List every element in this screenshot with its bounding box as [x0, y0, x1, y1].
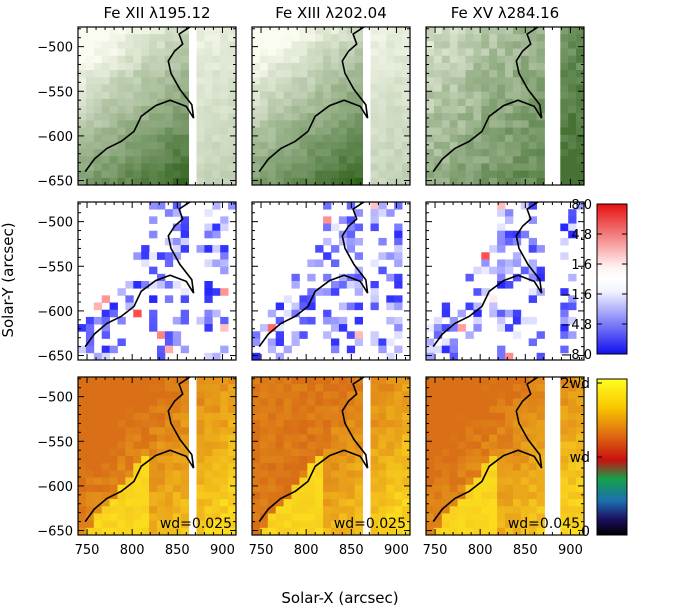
panel-image: [78, 27, 236, 185]
panel-title: Fe XII λ195.12: [103, 4, 210, 22]
colorbar-tick-label: 4.8: [571, 228, 592, 243]
panel-r3-c3: 750 800 850 900 wd=0.045: [423, 376, 585, 558]
x-tick-label: 800: [294, 543, 319, 558]
x-tick-label: 850: [339, 543, 364, 558]
ticks: [77, 27, 236, 185]
colorbar-gradient: [596, 203, 628, 355]
colorbar-tick-label: 8.0: [571, 198, 592, 213]
y-tick-label: −600: [37, 305, 73, 320]
y-tick-label: −500: [37, 391, 73, 406]
panel-title: Fe XV λ284.16: [451, 4, 559, 22]
wd-label: wd=0.025: [160, 516, 232, 532]
colorbar-tick-label: 0: [581, 524, 590, 540]
panel-frame: [251, 201, 411, 361]
x-tick-label: 800: [468, 543, 493, 558]
width-colorbar: 2wd wd 0: [561, 376, 628, 540]
panel-r2-c2: [251, 201, 411, 361]
contour-line: [84, 377, 195, 523]
contour-line: [84, 27, 195, 173]
colorbar-tick-label: −4.8: [560, 318, 592, 333]
panel-image: [252, 27, 410, 185]
y-tick-label: −600: [37, 480, 73, 495]
x-axis-label: Solar-X (arcsec): [281, 589, 398, 607]
colorbar-tick-label: −1.6: [560, 288, 592, 303]
y-tick-label: −650: [37, 350, 73, 365]
contour-line: [432, 27, 543, 173]
ticks: [425, 377, 584, 535]
x-tick-label: 750: [75, 543, 100, 558]
y-tick-label: −650: [37, 175, 73, 190]
colorbar-tick-label: wd: [570, 450, 590, 466]
contour-line: [84, 202, 195, 348]
x-tick-label: 900: [384, 543, 409, 558]
panel-frame: [77, 376, 237, 536]
panel-r1-c3: Fe XV λ284.16: [425, 4, 585, 186]
panel-image: [78, 377, 236, 535]
panel-r1-c2: Fe XIII λ202.04: [251, 4, 411, 186]
ticks: [251, 202, 410, 360]
panel-r3-c2: 750 800 850 900 wd=0.025: [249, 376, 411, 558]
panel-frame: [425, 376, 585, 536]
panel-frame: [77, 26, 237, 186]
y-tick-label: −600: [37, 130, 73, 145]
panel-r1-c1: −500 −550 −600 −650 Fe XII λ195.12: [37, 4, 237, 190]
y-tick-label: −550: [37, 260, 73, 275]
contour-line: [258, 377, 369, 523]
panel-image: [426, 202, 584, 360]
x-tick-label: 750: [249, 543, 274, 558]
contour-line: [258, 27, 369, 173]
velocity-colorbar: 8.0 4.8 1.6 −1.6 −4.8 −8.0: [560, 198, 628, 363]
panel-image: [252, 377, 410, 535]
ticks: [251, 27, 410, 185]
panel-frame: [251, 26, 411, 186]
panel-r2-c1: −500 −550 −600 −650: [37, 201, 237, 365]
x-tick-label: 850: [513, 543, 538, 558]
y-tick-label: −550: [37, 435, 73, 450]
colorbar-tick-label: −8.0: [560, 348, 592, 363]
y-tick-label: −500: [37, 216, 73, 231]
panel-image: [78, 202, 236, 360]
x-tick-label: 750: [423, 543, 448, 558]
ticks: [77, 202, 236, 360]
panel-frame: [425, 201, 585, 361]
panel-r2-c3: [425, 201, 585, 361]
y-tick-label: −500: [37, 41, 73, 56]
wd-label: wd=0.025: [334, 516, 406, 532]
panel-frame: [425, 26, 585, 186]
colorbar-tick-label: 2wd: [561, 376, 590, 392]
ticks: [77, 377, 236, 535]
contour-line: [432, 202, 543, 348]
wd-label: wd=0.045: [508, 516, 580, 532]
panel-image: [252, 202, 410, 360]
contour-line: [258, 202, 369, 348]
ticks: [425, 202, 584, 360]
x-tick-label: 900: [558, 543, 583, 558]
panel-frame: [77, 201, 237, 361]
y-tick-label: −650: [37, 525, 73, 540]
y-tick-label: −550: [37, 85, 73, 100]
ticks: [251, 377, 410, 535]
y-axis-label: Solar-Y (arcsec): [0, 222, 17, 337]
panel-image: [426, 377, 584, 535]
x-tick-label: 850: [165, 543, 190, 558]
x-tick-label: 900: [210, 543, 235, 558]
panel-title: Fe XIII λ202.04: [275, 4, 386, 22]
ticks: [425, 27, 584, 185]
x-tick-label: 800: [120, 543, 145, 558]
colorbar-tick-label: 1.6: [571, 258, 592, 273]
panel-image: [426, 27, 584, 185]
contour-line: [432, 377, 543, 523]
panel-frame: [251, 376, 411, 536]
